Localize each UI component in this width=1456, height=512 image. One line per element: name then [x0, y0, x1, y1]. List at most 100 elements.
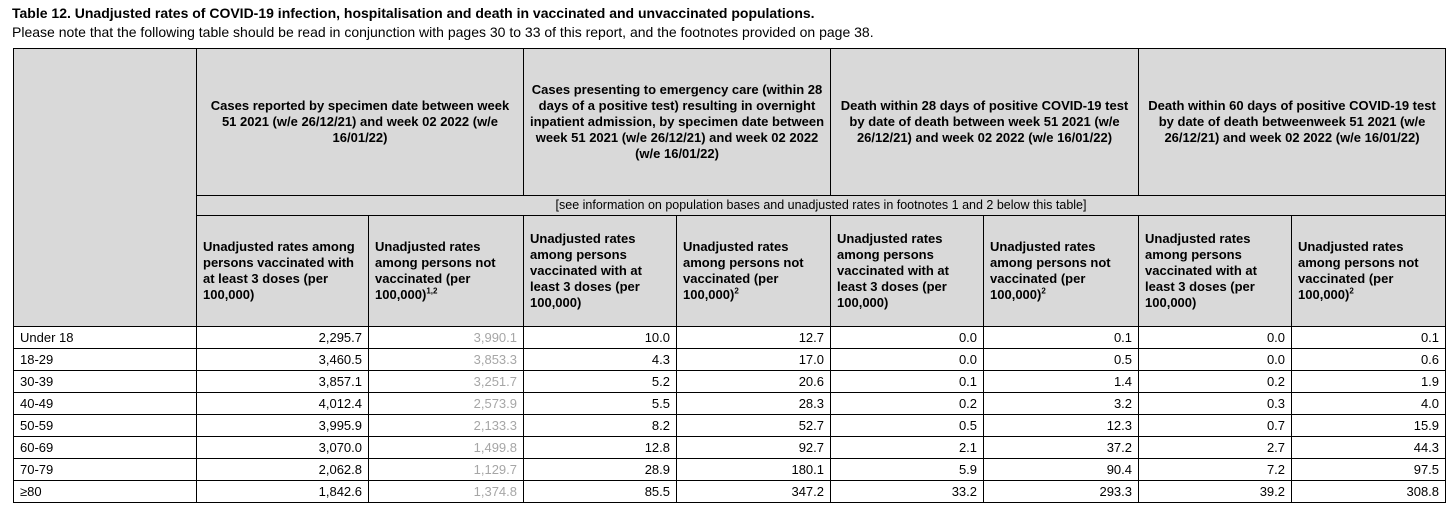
table-row: Under 18 2,295.7 3,990.1 10.0 12.7 0.0 0.1 0.0 0… — [13, 326, 1447, 349]
rate-value: 3,995.9 — [196, 414, 369, 437]
rate-value: 0.0 — [1138, 326, 1293, 349]
rate-value: 3,070.0 — [196, 436, 369, 459]
rate-value: 10.0 — [523, 326, 677, 349]
rate-value: 44.3 — [1291, 436, 1447, 459]
column-header-text: Unadjusted rates among persons vaccinate… — [203, 239, 355, 302]
rate-value: 0.2 — [1138, 370, 1293, 393]
column-header-text: Unadjusted rates among persons not vacci… — [683, 239, 804, 302]
rate-value: 2,133.3 — [368, 414, 524, 437]
column-header-text: Unadjusted rates among persons not vacci… — [990, 239, 1111, 302]
rate-value: 0.0 — [830, 326, 985, 349]
rate-value: 3,857.1 — [196, 370, 369, 393]
rate-value: 1.4 — [983, 370, 1140, 393]
rate-value: 1,129.7 — [368, 458, 524, 481]
column-header-text: Unadjusted rates among persons vaccinate… — [1145, 231, 1257, 310]
rate-value: 52.7 — [675, 414, 832, 437]
rate-value: 85.5 — [523, 480, 677, 503]
column-header: Unadjusted rates among persons vaccinate… — [523, 215, 677, 327]
group-header-cases: Cases reported by specimen date between … — [196, 48, 524, 196]
footnote-marker: 2 — [1041, 286, 1046, 296]
table-row: 30-39 3,857.1 3,251.7 5.2 20.6 0.1 1.4 0.2 1.9 — [13, 370, 1447, 393]
table-note: Please note that the following table sho… — [12, 24, 874, 40]
rate-value: 20.6 — [675, 370, 832, 393]
rate-value: 12.3 — [983, 414, 1140, 437]
rate-value: 28.3 — [675, 392, 832, 415]
rate-value: 8.2 — [523, 414, 677, 437]
covid-rates-table: Cases reported by specimen date between … — [13, 48, 1447, 503]
group-header-death-60-days: Death within 60 days of positive COVID-1… — [1138, 48, 1447, 196]
rate-value: 0.0 — [1138, 348, 1293, 371]
table-row: 18-29 3,460.5 3,853.3 4.3 17.0 0.0 0.5 0.0 0.6 — [13, 348, 1447, 371]
rate-value: 0.3 — [1138, 392, 1293, 415]
rate-value: 180.1 — [675, 458, 832, 481]
column-header: Unadjusted rates among persons vaccinate… — [196, 215, 369, 327]
column-header: Unadjusted rates among persons not vacci… — [675, 215, 832, 327]
rate-value: 3,251.7 — [368, 370, 524, 393]
footnote-marker: 2 — [734, 286, 739, 296]
age-group-label: 70-79 — [13, 458, 197, 481]
rate-value: 0.5 — [830, 414, 985, 437]
rate-value: 2.1 — [830, 436, 985, 459]
column-header: Unadjusted rates among persons vaccinate… — [830, 215, 985, 327]
table-row: 60-69 3,070.0 1,499.8 12.8 92.7 2.1 37.2 2.7 44.… — [13, 436, 1447, 459]
rate-value: 1.9 — [1291, 370, 1447, 393]
rate-value: 1,499.8 — [368, 436, 524, 459]
table-row: 40-49 4,012.4 2,573.9 5.5 28.3 0.2 3.2 0.3 4.0 — [13, 392, 1447, 415]
rate-value: 0.0 — [830, 348, 985, 371]
rate-value: 97.5 — [1291, 458, 1447, 481]
rate-value: 1,842.6 — [196, 480, 369, 503]
column-header: Unadjusted rates among persons not vacci… — [1291, 215, 1447, 327]
column-header-text: Unadjusted rates among persons not vacci… — [1298, 239, 1419, 302]
rate-value: 3,460.5 — [196, 348, 369, 371]
corner-cell — [13, 48, 197, 327]
rate-value: 12.8 — [523, 436, 677, 459]
age-group-label: Under 18 — [13, 326, 197, 349]
population-note: [see information on population bases and… — [195, 195, 1447, 216]
rate-value: 28.9 — [523, 458, 677, 481]
age-group-label: 50-59 — [13, 414, 197, 437]
column-header: Unadjusted rates among persons not vacci… — [983, 215, 1140, 327]
population-note-row: [see information on population bases and… — [14, 195, 1447, 216]
rate-value: 0.1 — [830, 370, 985, 393]
rate-value: 5.5 — [523, 392, 677, 415]
age-group-label: 30-39 — [13, 370, 197, 393]
rate-value: 4,012.4 — [196, 392, 369, 415]
column-header-text: Unadjusted rates among persons vaccinate… — [530, 231, 642, 310]
rate-value: 17.0 — [675, 348, 832, 371]
column-header: Unadjusted rates among persons not vacci… — [368, 215, 524, 327]
rate-value: 0.6 — [1291, 348, 1447, 371]
table-row: 50-59 3,995.9 2,133.3 8.2 52.7 0.5 12.3 0.7 15.9 — [13, 414, 1447, 437]
table-row: 70-79 2,062.8 1,129.7 28.9 180.1 5.9 90.4 7.2 97… — [13, 458, 1447, 481]
rate-value: 2,295.7 — [196, 326, 369, 349]
table-title: Table 12. Unadjusted rates of COVID-19 i… — [12, 5, 815, 21]
rate-value: 3,853.3 — [368, 348, 524, 371]
rate-value: 90.4 — [983, 458, 1140, 481]
age-group-label: 18-29 — [13, 348, 197, 371]
rate-value: 1,374.8 — [368, 480, 524, 503]
rate-value: 2.7 — [1138, 436, 1293, 459]
rate-value: 293.3 — [983, 480, 1140, 503]
age-group-label: 60-69 — [13, 436, 197, 459]
age-group-label: ≥80 — [13, 480, 197, 503]
sub-header-row: Unadjusted rates among persons vaccinate… — [14, 215, 1447, 327]
column-header-text: Unadjusted rates among persons vaccinate… — [837, 231, 949, 310]
age-group-label: 40-49 — [13, 392, 197, 415]
rate-value: 0.7 — [1138, 414, 1293, 437]
rate-value: 3.2 — [983, 392, 1140, 415]
footnote-marker: 1,2 — [426, 286, 438, 296]
table-row: ≥80 1,842.6 1,374.8 85.5 347.2 33.2 293.3 39.2 3… — [13, 480, 1447, 503]
footnote-marker: 2 — [1349, 286, 1354, 296]
group-header-death-28-days: Death within 28 days of positive COVID-1… — [830, 48, 1140, 196]
rate-value: 7.2 — [1138, 458, 1293, 481]
rate-value: 4.3 — [523, 348, 677, 371]
rate-value: 0.5 — [983, 348, 1140, 371]
rate-value: 0.1 — [983, 326, 1140, 349]
rate-value: 33.2 — [830, 480, 985, 503]
rate-value: 39.2 — [1138, 480, 1293, 503]
column-header-text: Unadjusted rates among persons not vacci… — [375, 239, 496, 302]
rate-value: 0.1 — [1291, 326, 1447, 349]
rate-value: 5.2 — [523, 370, 677, 393]
rate-value: 12.7 — [675, 326, 832, 349]
group-header-row: Cases reported by specimen date between … — [13, 48, 1447, 327]
rate-value: 347.2 — [675, 480, 832, 503]
